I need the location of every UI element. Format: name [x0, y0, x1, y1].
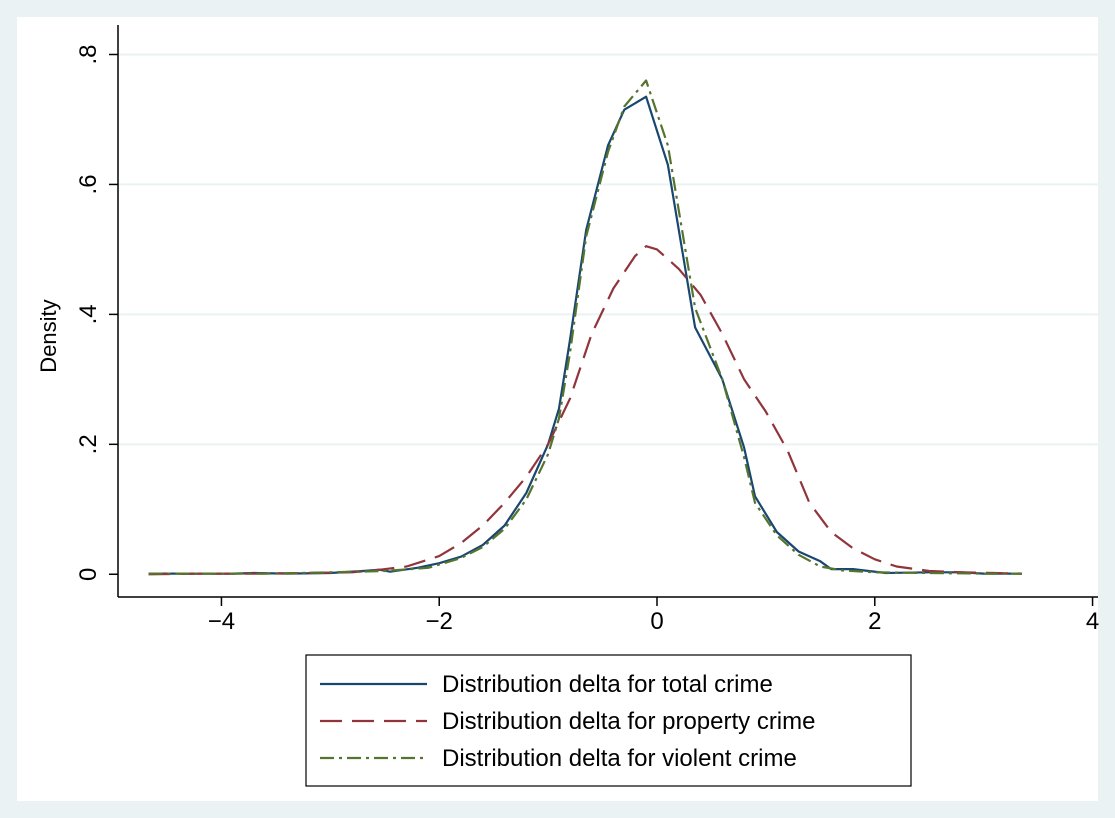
- y-axis-title: Density: [36, 299, 61, 372]
- legend-label-2: Distribution delta for violent crime: [442, 745, 797, 772]
- legend-box: [305, 654, 912, 787]
- legend: Distribution delta for total crime Distri…: [305, 654, 912, 787]
- axes: 0 .2 .4 .6 .8 −4 −2 0 2 4: [75, 25, 1099, 635]
- legend-label-1: Distribution delta for property crime: [442, 708, 815, 735]
- y-tick-label: .2: [75, 434, 102, 454]
- series-line-2: [148, 79, 1022, 575]
- x-tick-label: 4: [1086, 608, 1099, 635]
- series-lines: [148, 79, 1022, 576]
- x-tick-label: 0: [650, 608, 663, 635]
- y-tick-label: .4: [75, 304, 102, 324]
- series-line-1: [148, 245, 1022, 576]
- y-tick-label: .6: [75, 174, 102, 194]
- y-tick-label: .8: [75, 44, 102, 64]
- x-tick-label: 2: [868, 608, 881, 635]
- x-tick-label: −2: [426, 608, 453, 635]
- gridlines: [118, 53, 1098, 446]
- y-tick-label: 0: [75, 568, 102, 581]
- legend-label-0: Distribution delta for total crime: [442, 671, 773, 698]
- x-tick-label: −4: [208, 608, 235, 635]
